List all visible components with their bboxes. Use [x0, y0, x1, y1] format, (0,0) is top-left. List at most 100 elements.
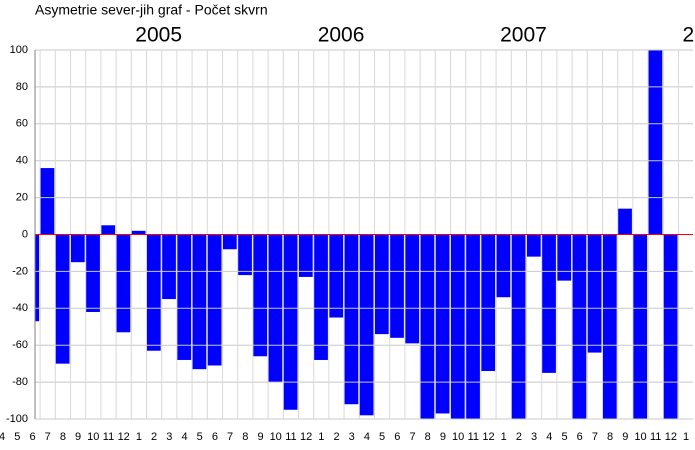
bar — [648, 50, 663, 235]
y-tick-label: 40 — [16, 155, 28, 167]
bar — [176, 234, 192, 360]
x-tick-label: 8 — [60, 431, 66, 443]
x-tick-label: 3 — [349, 431, 355, 443]
x-tick-label: 10 — [452, 431, 464, 443]
x-tick-label: 7 — [227, 431, 233, 443]
y-tick-label: 0 — [22, 228, 28, 240]
bar — [587, 234, 602, 353]
x-tick-label: 7 — [409, 431, 415, 443]
bar — [572, 234, 587, 419]
x-tick-label: 6 — [394, 431, 400, 443]
x-tick-label: 2 — [151, 431, 157, 443]
y-tick-label: -60 — [12, 339, 28, 351]
x-tick-label: 8 — [242, 431, 248, 443]
x-tick-label: 11 — [650, 431, 661, 443]
bar — [541, 234, 556, 373]
x-tick-label: 1 — [501, 431, 507, 443]
bar — [116, 234, 131, 333]
y-tick-label: -20 — [12, 265, 28, 277]
bar — [55, 234, 70, 364]
x-tick-label: 5 — [197, 431, 203, 443]
bar — [313, 234, 328, 360]
chart-title: Asymetrie sever-jih graf - Počet skvrn — [35, 2, 268, 18]
x-tick-label: 7 — [592, 431, 598, 443]
y-tick-label: 20 — [16, 192, 28, 204]
bar — [389, 234, 404, 338]
bar — [85, 234, 100, 312]
x-tick-label: 11 — [103, 431, 114, 443]
bar — [328, 234, 344, 318]
y-tick-label: -40 — [12, 302, 28, 314]
year-label: 2005 — [135, 24, 182, 47]
x-tick-label: 9 — [622, 431, 628, 443]
x-tick-label: 10 — [634, 431, 646, 443]
bar — [663, 234, 678, 419]
x-tick-label: 1 — [136, 431, 142, 443]
bar — [602, 234, 617, 419]
x-tick-label: 4 — [0, 431, 5, 443]
x-tick-label: 12 — [482, 431, 494, 443]
x-tick-label: 3 — [166, 431, 172, 443]
year-label: 2007 — [500, 24, 547, 47]
x-tick-label: 5 — [14, 431, 20, 443]
x-tick-label: 9 — [440, 431, 446, 443]
bar — [192, 234, 207, 370]
x-tick-label: 12 — [300, 431, 312, 443]
y-tick-label: 80 — [16, 81, 28, 93]
bar — [283, 234, 298, 410]
y-tick-label: 60 — [16, 118, 28, 130]
x-tick-label: 4 — [546, 431, 552, 443]
y-tick-label: 100 — [10, 44, 28, 56]
x-tick-label: 5 — [379, 431, 385, 443]
bar — [70, 234, 85, 263]
bar — [207, 234, 222, 366]
year-label: 2 — [683, 24, 695, 47]
bar — [35, 234, 40, 322]
x-tick-label: 10 — [87, 431, 99, 443]
x-tick-label: 9 — [75, 431, 81, 443]
x-tick-label: 11 — [468, 431, 479, 443]
x-tick-label: 2 — [333, 431, 339, 443]
bar — [465, 234, 480, 419]
x-tick-label: 6 — [577, 431, 583, 443]
x-tick-label: 7 — [45, 431, 51, 443]
x-tick-label: 12 — [118, 431, 130, 443]
x-tick-label: 6 — [212, 431, 218, 443]
bar — [496, 234, 511, 298]
bar — [131, 230, 146, 235]
bar — [556, 234, 572, 281]
x-tick-label: 1 — [318, 431, 324, 443]
x-tick-label: 11 — [285, 431, 296, 443]
bar — [344, 234, 359, 405]
bar — [374, 234, 389, 335]
x-tick-label: 4 — [181, 431, 187, 443]
bar — [40, 168, 55, 235]
x-tick-label: 10 — [270, 431, 282, 443]
bar — [222, 234, 237, 250]
bar — [435, 234, 450, 414]
x-tick-label: 1 — [683, 431, 689, 443]
bar — [359, 234, 374, 416]
year-label: 2006 — [318, 24, 365, 47]
bar — [480, 234, 496, 372]
bar — [100, 225, 116, 235]
y-tick-label: -100 — [6, 413, 28, 425]
bar — [632, 234, 648, 419]
bar — [450, 234, 465, 419]
bar — [146, 234, 161, 351]
bar — [511, 234, 526, 419]
x-tick-label: 8 — [425, 431, 431, 443]
bar — [161, 234, 176, 300]
x-tick-label: 4 — [364, 431, 370, 443]
x-tick-label: 2 — [516, 431, 522, 443]
x-tick-label: 6 — [29, 431, 35, 443]
bar — [404, 234, 420, 344]
bar — [617, 208, 632, 235]
y-tick-label: -80 — [12, 376, 28, 388]
x-tick-label: 8 — [607, 431, 613, 443]
x-tick-label: 9 — [257, 431, 263, 443]
x-tick-label: 3 — [531, 431, 537, 443]
bar — [237, 234, 252, 276]
x-tick-label: 5 — [561, 431, 567, 443]
